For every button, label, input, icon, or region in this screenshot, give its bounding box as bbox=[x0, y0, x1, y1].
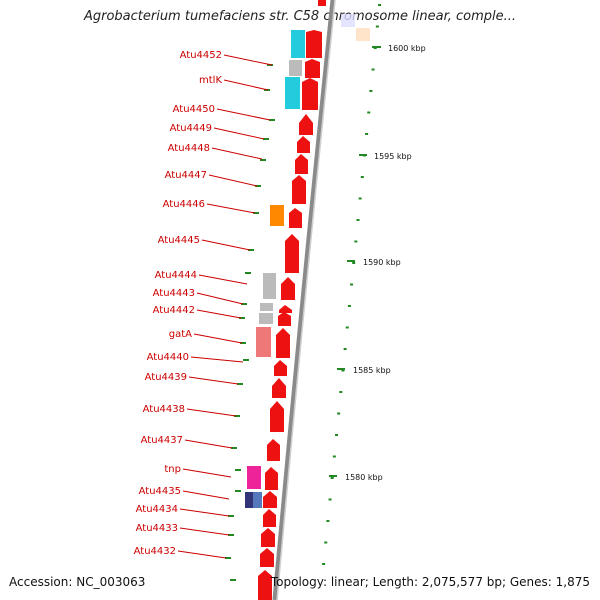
scale-tick-track bbox=[322, 4, 381, 565]
region-marker bbox=[356, 28, 370, 41]
gene-arrow[interactable] bbox=[318, 0, 326, 6]
gene-label-leader bbox=[223, 54, 273, 66]
accession-label: Accession: NC_003063 bbox=[9, 575, 146, 589]
gene-label-atu4447[interactable]: Atu4447 bbox=[165, 170, 207, 181]
gene-label-leader bbox=[182, 490, 230, 500]
gene-arrow[interactable] bbox=[285, 234, 299, 273]
gene-label-leader bbox=[179, 508, 230, 517]
scale-label-1595: 1595 kbp bbox=[374, 152, 412, 161]
gene-arrow[interactable] bbox=[274, 360, 287, 376]
gene-label-leader bbox=[184, 439, 233, 449]
feature-box[interactable] bbox=[245, 492, 254, 508]
feature-box[interactable] bbox=[259, 313, 273, 324]
gene-arrow[interactable] bbox=[302, 78, 318, 110]
gene-label-atu4432[interactable]: Atu4432 bbox=[134, 546, 176, 557]
gene-label-leader bbox=[188, 376, 239, 385]
gene-label-atu4438[interactable]: Atu4438 bbox=[143, 404, 185, 415]
feature-box[interactable] bbox=[260, 303, 273, 311]
gene-label-atu4440[interactable]: Atu4440 bbox=[147, 352, 189, 363]
gene-label-leader bbox=[196, 292, 244, 305]
chromosome-backbone bbox=[272, 0, 336, 600]
gene-label-leader bbox=[177, 550, 227, 559]
gene-arrow[interactable] bbox=[279, 305, 292, 313]
gene-arrow[interactable] bbox=[270, 401, 284, 432]
gene-label-atu4433[interactable]: Atu4433 bbox=[136, 523, 178, 534]
gene-label-tnp[interactable]: tnp bbox=[164, 464, 181, 475]
gene-arrow[interactable] bbox=[258, 570, 272, 600]
region-marker bbox=[341, 14, 355, 27]
feature-box[interactable] bbox=[289, 60, 302, 76]
scale-label-1585: 1585 kbp bbox=[353, 366, 391, 375]
gene-label-atu4445[interactable]: Atu4445 bbox=[158, 235, 200, 246]
gene-label-leader bbox=[179, 527, 230, 536]
scale-label-1590: 1590 kbp bbox=[363, 258, 401, 267]
gene-label-leader bbox=[186, 408, 237, 417]
gene-label-atu4452[interactable]: Atu4452 bbox=[180, 50, 222, 61]
gene-arrow[interactable] bbox=[260, 548, 274, 567]
feature-box[interactable] bbox=[270, 205, 284, 226]
gene-label-leader bbox=[216, 108, 271, 121]
gene-label-leader bbox=[182, 468, 232, 478]
gene-label-leader bbox=[198, 274, 248, 285]
gene-arrow[interactable] bbox=[265, 467, 278, 490]
feature-box[interactable] bbox=[285, 77, 300, 109]
gene-arrow[interactable] bbox=[276, 328, 290, 358]
gene-arrow[interactable] bbox=[299, 114, 313, 135]
gene-label-atu4439[interactable]: Atu4439 bbox=[145, 372, 187, 383]
gene-arrow[interactable] bbox=[297, 136, 310, 153]
gene-arrow[interactable] bbox=[272, 378, 286, 398]
scale-label-1580: 1580 kbp bbox=[345, 473, 383, 482]
gene-label-atu4435[interactable]: Atu4435 bbox=[139, 486, 181, 497]
gene-arrow[interactable] bbox=[306, 30, 322, 58]
gene-arrow[interactable] bbox=[305, 59, 320, 78]
gene-label-leader bbox=[213, 127, 265, 140]
scale-labels: 1600 kbp 1595 kbp 1590 kbp 1585 kbp 1580… bbox=[329, 14, 426, 482]
gene-label-atu4434[interactable]: Atu4434 bbox=[136, 504, 178, 515]
gene-track-forward bbox=[258, 0, 326, 600]
map-title: Agrobacterium tumefaciens str. C58 chrom… bbox=[83, 9, 517, 24]
gene-arrow[interactable] bbox=[281, 277, 295, 300]
gene-label-atu4444[interactable]: Atu4444 bbox=[155, 270, 197, 281]
gene-arrow[interactable] bbox=[289, 208, 302, 228]
gene-label-leader bbox=[201, 239, 251, 251]
feature-box[interactable] bbox=[256, 327, 271, 357]
gene-arrow[interactable] bbox=[263, 509, 276, 527]
gene-arrow[interactable] bbox=[292, 175, 306, 204]
feature-box[interactable] bbox=[253, 492, 262, 508]
gene-label-atu4450[interactable]: Atu4450 bbox=[173, 104, 215, 115]
gene-label-leader bbox=[208, 174, 258, 187]
feature-box[interactable] bbox=[263, 273, 276, 299]
gene-arrow[interactable] bbox=[267, 439, 280, 461]
gene-label-track: Atu4452 mtlK Atu4450 Atu4449 Atu4448 Atu4447 A… bbox=[134, 50, 273, 559]
scale-label-1600: 1600 kbp bbox=[388, 44, 426, 53]
gene-label-leader bbox=[211, 147, 263, 160]
gene-label-atu4437[interactable]: Atu4437 bbox=[141, 435, 183, 446]
gene-label-leader bbox=[223, 79, 269, 91]
gene-label-leader bbox=[196, 309, 242, 319]
gene-label-leader bbox=[206, 203, 256, 214]
gene-label-atu4449[interactable]: Atu4449 bbox=[170, 123, 212, 134]
genome-summary: Topology: linear; Length: 2,075,577 bp; … bbox=[270, 575, 590, 589]
feature-box[interactable] bbox=[291, 30, 305, 58]
gene-label-atu4442[interactable]: Atu4442 bbox=[153, 305, 195, 316]
feature-box[interactable] bbox=[247, 466, 261, 489]
gene-label-atu4446[interactable]: Atu4446 bbox=[163, 199, 205, 210]
gene-label-mtlk[interactable]: mtlK bbox=[199, 75, 222, 86]
gene-label-atu4448[interactable]: Atu4448 bbox=[168, 143, 210, 154]
gene-arrow[interactable] bbox=[263, 491, 277, 508]
gene-arrow[interactable] bbox=[295, 154, 308, 174]
feature-track bbox=[245, 30, 305, 508]
gene-label-leader bbox=[193, 333, 243, 344]
gene-label-gata[interactable]: gatA bbox=[169, 329, 192, 340]
gene-label-leader bbox=[190, 356, 244, 363]
chromosome-backbone-highlight bbox=[276, 0, 336, 600]
gene-label-atu4443[interactable]: Atu4443 bbox=[153, 288, 195, 299]
gene-arrow[interactable] bbox=[261, 528, 275, 547]
gene-arrow[interactable] bbox=[278, 312, 291, 326]
